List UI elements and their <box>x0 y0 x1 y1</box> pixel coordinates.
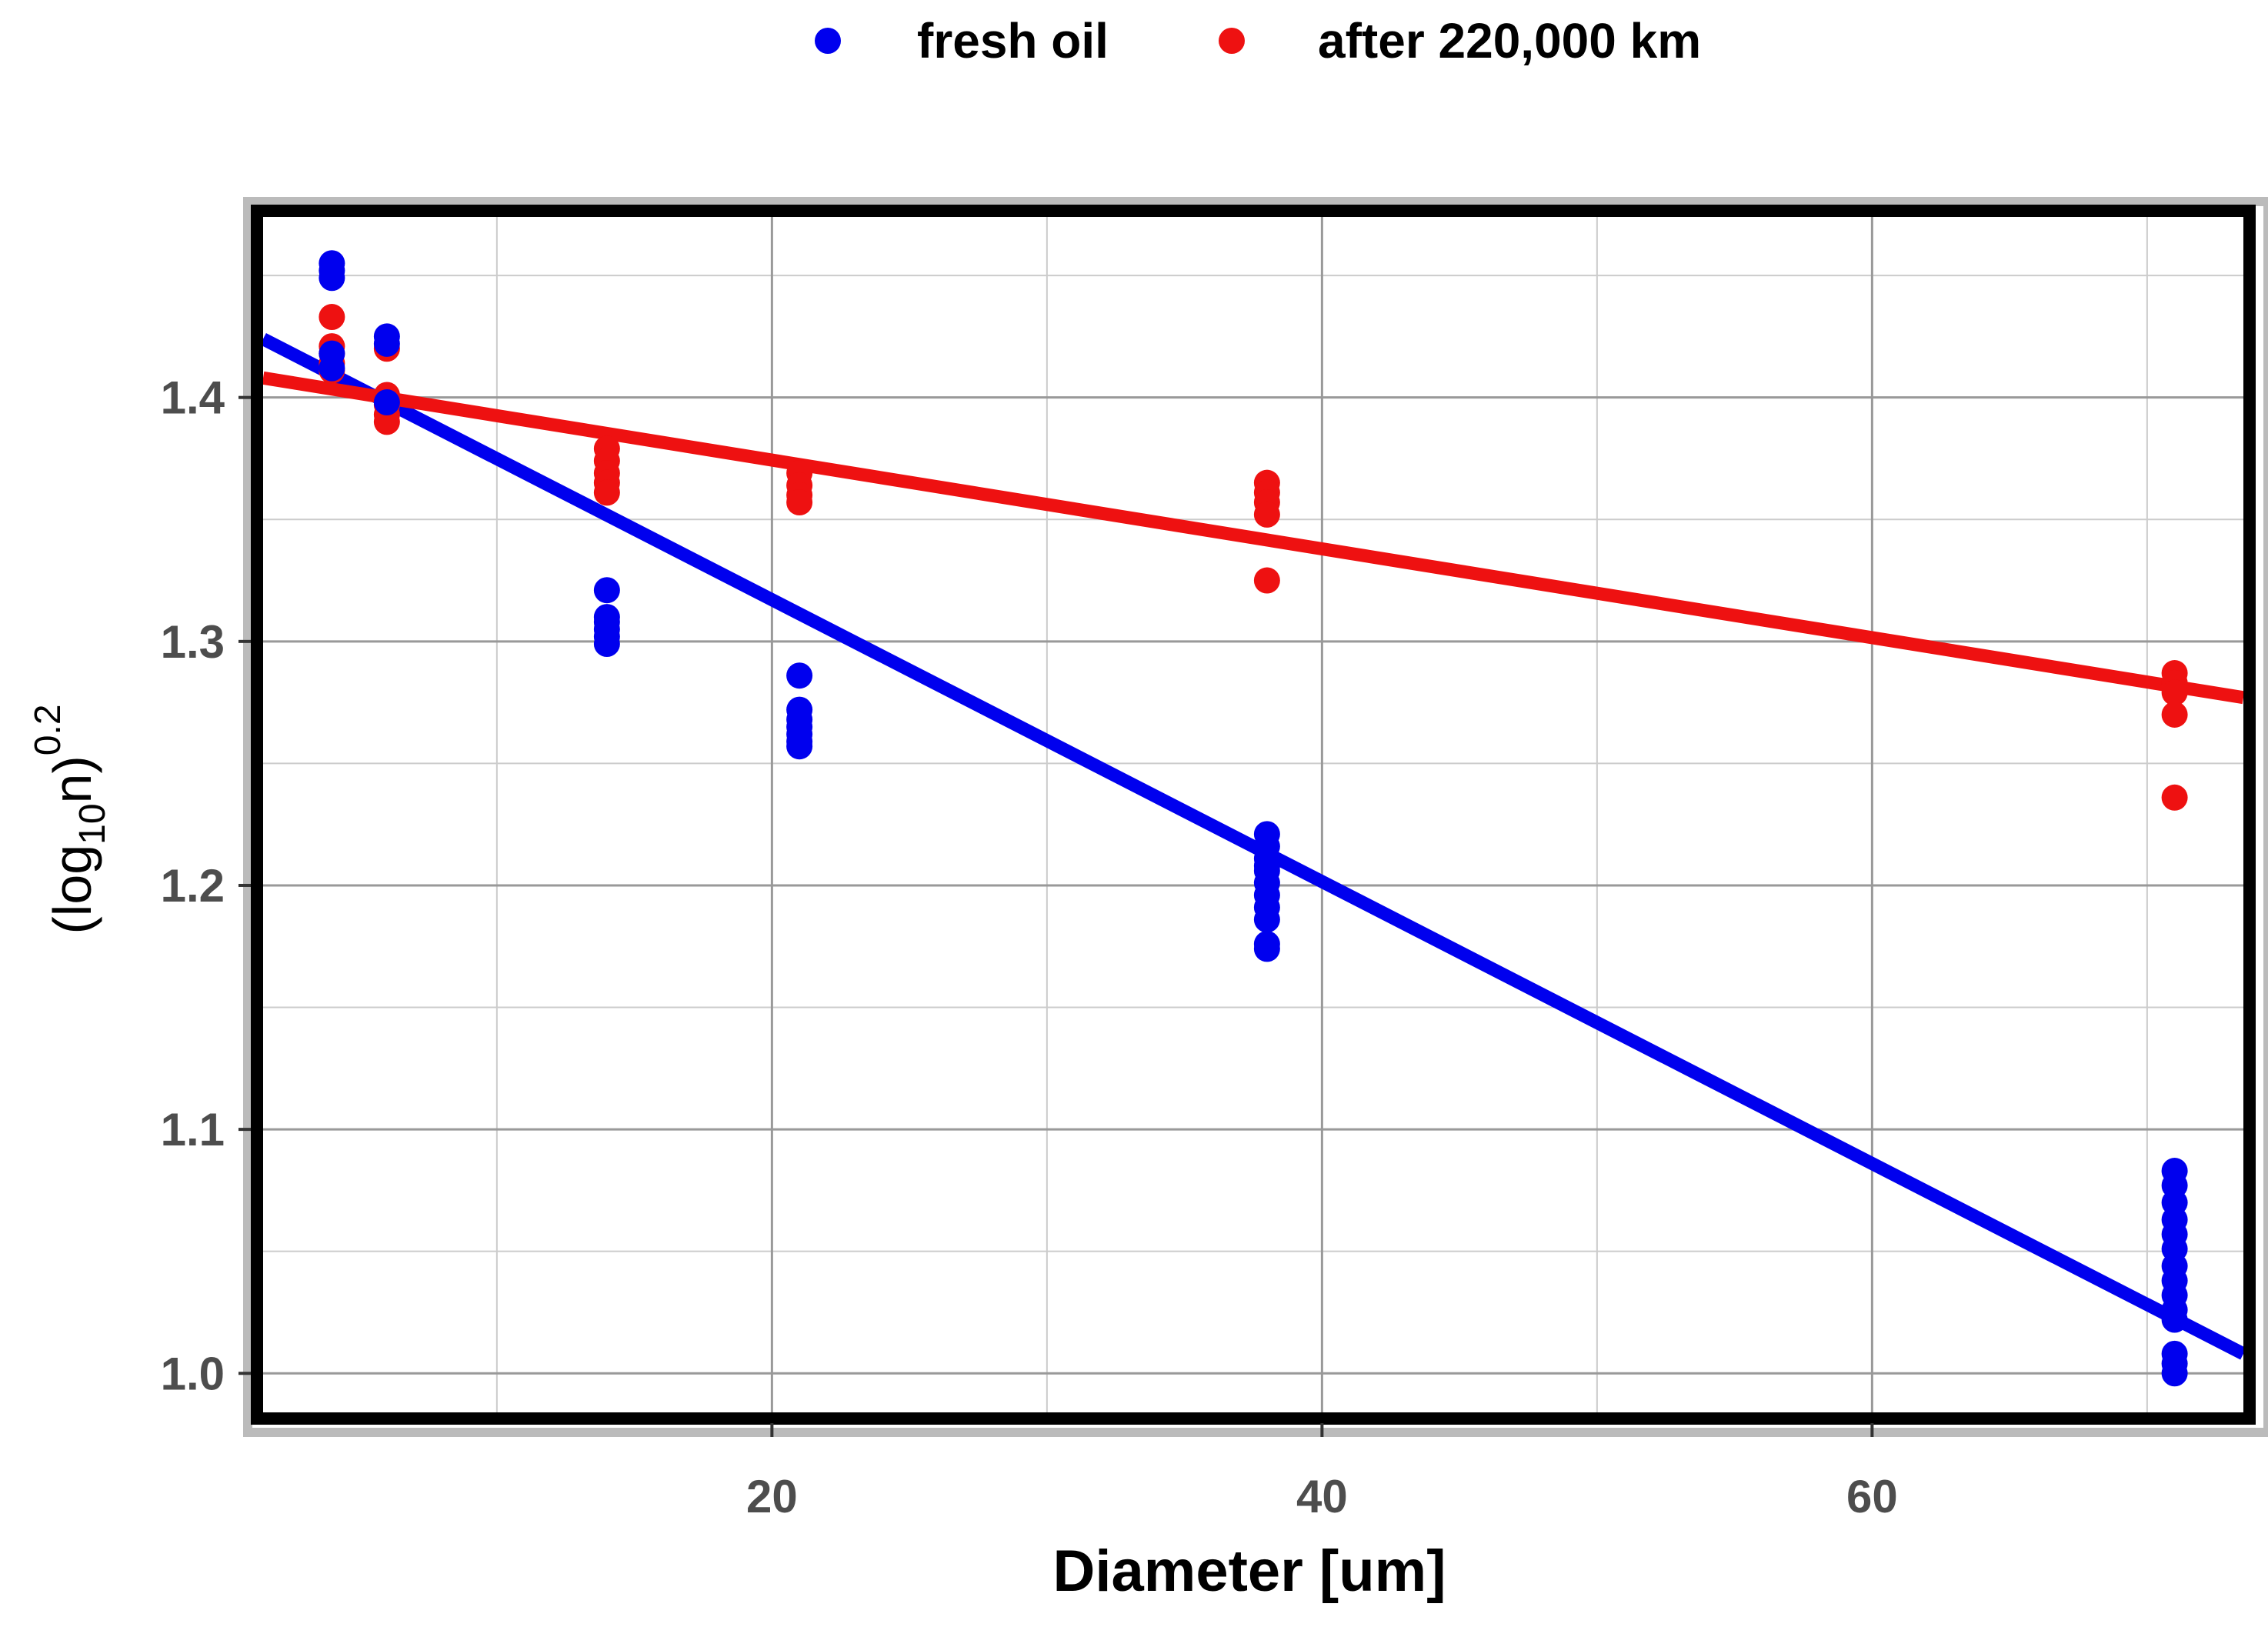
y-tick-label: 1.4 <box>161 372 225 424</box>
x-tick-label: 60 <box>1846 1471 1898 1522</box>
y-axis-title-superscript: 0.2 <box>28 704 68 755</box>
data-points <box>319 250 2188 1387</box>
fit-line-fresh-oil <box>260 333 2246 1360</box>
data-point-fresh-oil <box>1253 935 1280 962</box>
data-point-after-220000-km <box>786 489 813 516</box>
data-point-fresh-oil <box>786 733 813 760</box>
legend-marker-fresh-oil <box>815 28 841 54</box>
y-tick-label: 1.1 <box>161 1104 225 1155</box>
data-point-fresh-oil <box>319 265 345 292</box>
data-point-fresh-oil <box>319 355 345 382</box>
data-point-fresh-oil <box>373 330 400 357</box>
data-point-after-220000-km <box>2161 784 2188 811</box>
x-tick-label: 20 <box>746 1471 798 1522</box>
data-point-fresh-oil <box>786 662 813 689</box>
legend-label-fresh-oil: fresh oil <box>917 13 1109 68</box>
data-point-fresh-oil <box>2161 1360 2188 1387</box>
x-tick-label: 40 <box>1296 1471 1348 1522</box>
data-point-after-220000-km <box>319 304 345 331</box>
legend: fresh oil after 220,000 km <box>815 13 1701 68</box>
panel-outer-border <box>243 197 2268 1437</box>
data-point-after-220000-km <box>1253 501 1280 528</box>
data-point-fresh-oil <box>2161 1306 2188 1333</box>
x-axis-title: Diameter [um] <box>1053 1539 1446 1604</box>
data-point-fresh-oil <box>593 631 620 657</box>
x-axis-ticks: 20 40 60 <box>746 1423 1898 1522</box>
data-point-fresh-oil <box>1253 852 1280 879</box>
data-point-after-220000-km <box>593 479 620 506</box>
y-tick-label: 1.2 <box>161 860 225 912</box>
data-point-after-220000-km <box>373 408 400 435</box>
y-axis-ticks: 1.0 1.1 1.2 1.3 1.4 <box>161 372 251 1399</box>
fit-line-after-220000-km <box>262 371 2245 705</box>
y-tick-label: 1.0 <box>161 1348 225 1399</box>
data-point-after-220000-km <box>1253 567 1280 594</box>
data-point-fresh-oil <box>593 604 620 631</box>
y-axis-title: (log10n)0.2 <box>28 704 113 934</box>
svg-text:(log10n)0.2: (log10n)0.2 <box>28 704 113 934</box>
y-axis-title-mid: n) <box>42 755 102 803</box>
data-point-fresh-oil <box>593 577 620 604</box>
data-point-fresh-oil <box>1253 906 1280 933</box>
y-tick-label: 1.3 <box>161 616 225 668</box>
fit-lines <box>260 333 2246 1360</box>
grid-major <box>263 217 2243 1412</box>
legend-label-after-220000-km: after 220,000 km <box>1318 13 1701 68</box>
panel-frame <box>251 205 2256 1425</box>
grid-minor <box>263 217 2243 1412</box>
y-axis-title-subscript: 10 <box>72 803 113 844</box>
y-axis-title-base: (log <box>42 845 102 935</box>
data-point-fresh-oil <box>373 389 400 416</box>
legend-marker-after-220000-km <box>1219 28 1245 54</box>
data-point-after-220000-km <box>2161 701 2188 728</box>
data-point-after-220000-km <box>2161 679 2188 706</box>
